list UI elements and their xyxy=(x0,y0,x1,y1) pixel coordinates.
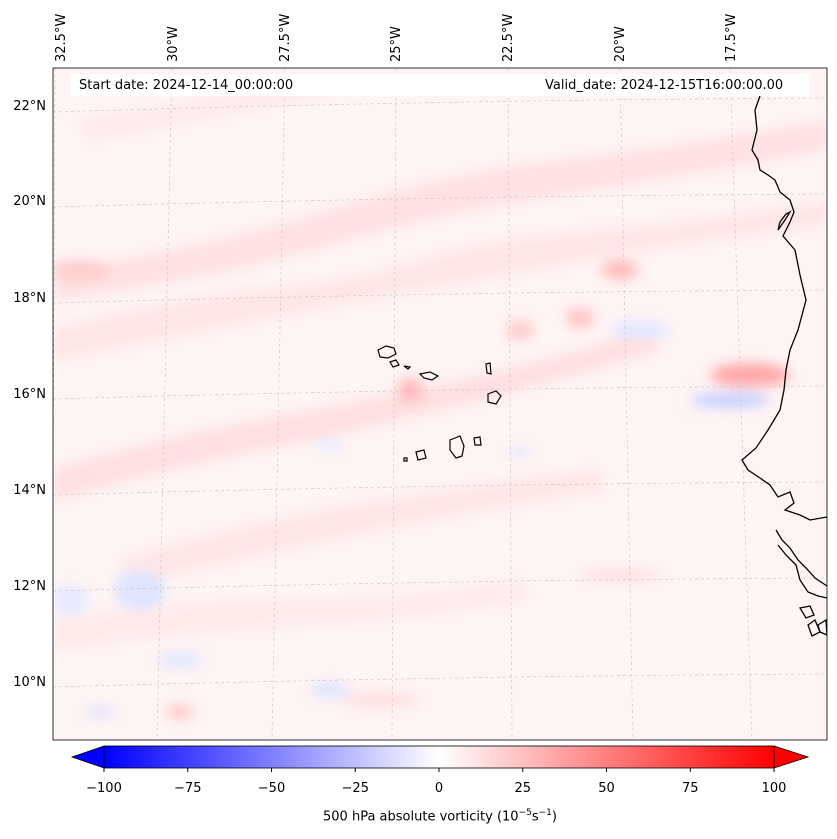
longitude-label: 32.5°W xyxy=(54,13,69,62)
longitude-label: 22.5°W xyxy=(501,13,516,62)
colorbar-tick-label: 50 xyxy=(598,781,615,796)
colorbar-label: 500 hPa absolute vorticity (10−5s−1) xyxy=(323,808,557,825)
colorbar-extend-high xyxy=(773,745,810,769)
longitude-label: 30°W xyxy=(166,26,181,62)
latitude-label: 10°N xyxy=(13,675,46,690)
colorbar-tick-label: 75 xyxy=(681,781,699,796)
longitude-label: 17.5°W xyxy=(724,13,739,62)
colorbar xyxy=(70,745,810,772)
latitude-label: 14°N xyxy=(13,483,46,498)
latitude-label: 20°N xyxy=(13,194,46,209)
colorbar-tick-label: 25 xyxy=(514,781,532,796)
longitude-label: 25°W xyxy=(389,26,404,62)
latitude-label: 22°N xyxy=(13,99,46,114)
colorbar-tick-label: −75 xyxy=(174,781,202,796)
longitude-label: 20°W xyxy=(613,26,628,62)
colorbar-tick-label: 100 xyxy=(761,781,787,796)
latitude-label: 18°N xyxy=(13,291,46,306)
valid-date-label: Valid_date: 2024-12-15T16:00:00.00 xyxy=(545,78,784,93)
map-frame xyxy=(52,67,828,741)
start-date-label: Start date: 2024-12-14_00:00:00 xyxy=(79,78,294,93)
island-outlines xyxy=(377,345,502,462)
colorbar-tick-label: −50 xyxy=(257,781,286,796)
colorbar-extend-low xyxy=(70,745,105,769)
colorbar-tick-label: −25 xyxy=(341,781,369,796)
gridlines xyxy=(53,68,827,740)
latitude-label: 12°N xyxy=(13,579,46,594)
colorbar-body xyxy=(103,745,775,769)
latitude-label: 16°N xyxy=(13,387,46,402)
coastline xyxy=(741,95,827,637)
vorticity-field xyxy=(53,80,827,719)
longitude-label: 27.5°W xyxy=(278,13,293,62)
colorbar-tick-label: 0 xyxy=(434,781,444,796)
header-box xyxy=(71,74,809,96)
colorbar-tick-label: −100 xyxy=(86,781,122,796)
